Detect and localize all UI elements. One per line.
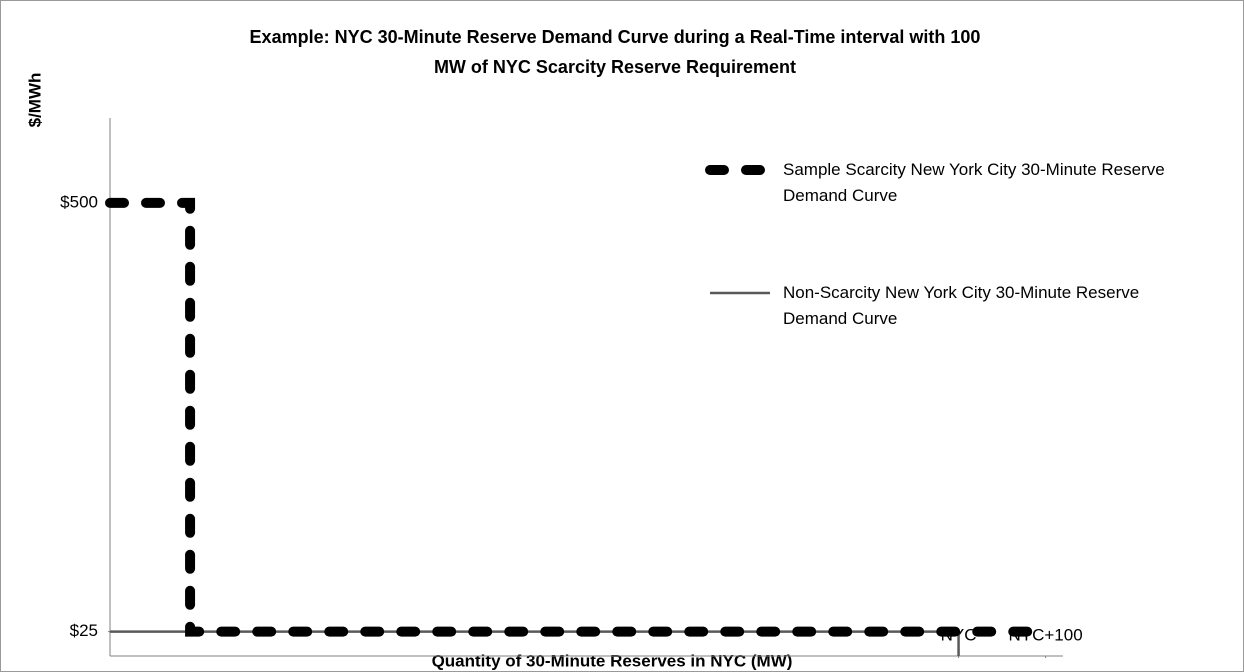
legend-label: Sample Scarcity New York City 30-Minute …	[783, 160, 1165, 205]
x-axis-label: Quantity of 30-Minute Reserves in NYC (M…	[432, 651, 793, 670]
y-tick-label: $25	[70, 621, 98, 640]
chart-title: Example: NYC 30-Minute Reserve Demand Cu…	[249, 27, 981, 77]
y-tick-label: $500	[60, 192, 98, 211]
legend-label: Non-Scarcity New York City 30-Minute Res…	[783, 283, 1140, 328]
y-axis-label: $/MWh	[25, 73, 44, 128]
series-line	[105, 197, 1051, 637]
